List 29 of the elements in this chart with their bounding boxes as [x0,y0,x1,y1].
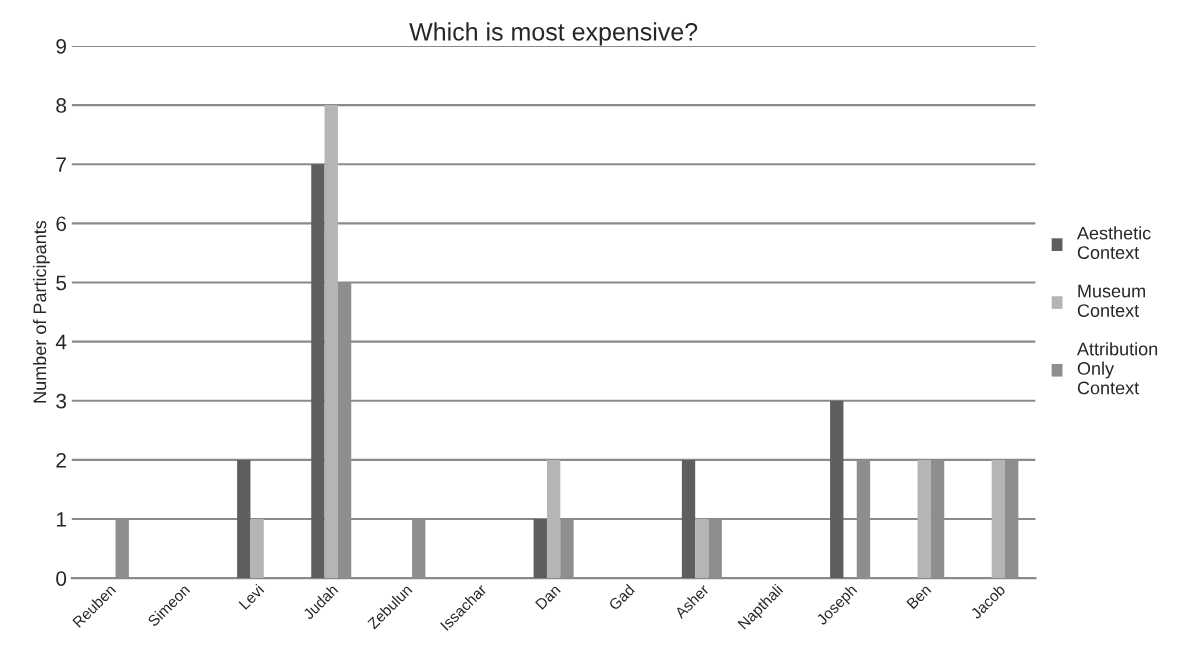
x-tick-label: Gad [607,583,635,611]
bar [830,400,844,579]
y-axis-title: Number of Participants [32,220,50,403]
bar [311,164,325,579]
bar [546,459,561,579]
legend-label: Aesthetic Context [1076,226,1151,259]
y-tick-label: 9 [56,38,66,54]
bar [991,459,1006,579]
y-tick-label: 4 [55,334,67,350]
bar [917,459,931,579]
y-tick-label: 2 [56,452,66,468]
y-tick-label: 7 [56,157,66,172]
y-tick-label: 0 [56,571,67,586]
y-tick-label: 3 [56,393,67,409]
bar [681,459,696,579]
x-tick-label: Ben [906,584,932,610]
bar [250,519,264,579]
bar [695,519,709,579]
chart-title: Which is most expensive? [409,22,698,46]
bar [533,519,547,579]
legend-label: Museum Context [1077,284,1145,317]
bar [324,105,338,579]
legend-label: Attribution Only Context [1076,342,1158,395]
y-tick-label: 6 [56,216,67,232]
y-tick-label: 1 [56,512,66,527]
bar [237,459,251,579]
x-tick-label: Dan [535,584,561,610]
y-tick-label: 5 [56,275,67,291]
y-tick-label: 8 [56,98,67,113]
